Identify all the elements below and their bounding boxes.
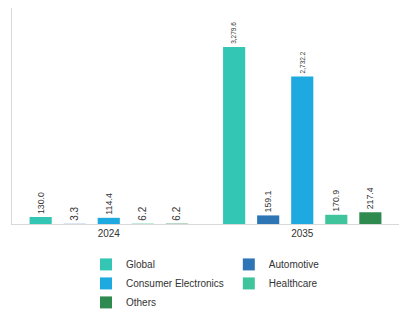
svg-text:Automotive: Automotive bbox=[269, 259, 319, 270]
svg-text:Global: Global bbox=[126, 259, 155, 270]
svg-text:170.9: 170.9 bbox=[331, 190, 341, 212]
svg-text:159.1: 159.1 bbox=[263, 190, 273, 212]
svg-text:3,279.6: 3,279.6 bbox=[230, 22, 237, 44]
svg-text:Healthcare: Healthcare bbox=[269, 278, 318, 289]
svg-text:2,732.2: 2,732.2 bbox=[299, 51, 306, 73]
svg-text:Others: Others bbox=[126, 297, 156, 308]
svg-text:3.3: 3.3 bbox=[69, 206, 80, 220]
svg-text:2035: 2035 bbox=[291, 228, 314, 239]
svg-text:130.0: 130.0 bbox=[36, 192, 46, 214]
svg-text:217.4: 217.4 bbox=[365, 187, 375, 209]
svg-text:2024: 2024 bbox=[98, 228, 121, 239]
svg-text:Consumer Electronics: Consumer Electronics bbox=[126, 278, 224, 289]
svg-text:6.2: 6.2 bbox=[137, 206, 148, 220]
svg-text:6.2: 6.2 bbox=[171, 206, 182, 220]
svg-text:114.4: 114.4 bbox=[104, 193, 114, 215]
